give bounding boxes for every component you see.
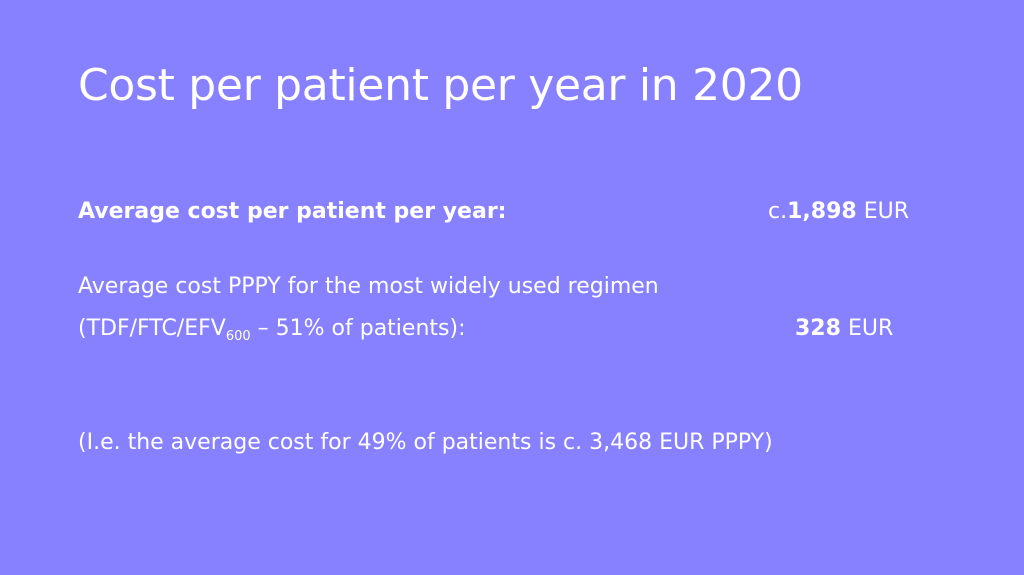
- regimen-label-post: – 51% of patients):: [250, 316, 466, 341]
- slide-title: Cost per patient per year in 2020: [78, 60, 803, 111]
- footnote: (I.e. the average cost for 49% of patien…: [78, 430, 773, 455]
- average-cost-label: Average cost per patient per year:: [78, 199, 507, 224]
- regimen-label-line1: Average cost PPPY for the most widely us…: [78, 274, 659, 299]
- regimen-label-line2: (TDF/FTC/EFV600 – 51% of patients):: [78, 314, 465, 344]
- average-cost-unit: EUR: [863, 199, 909, 224]
- regimen-cost-unit: EUR: [847, 316, 894, 341]
- regimen-cost-number: 328: [795, 316, 841, 341]
- average-cost-number: 1,898: [787, 199, 857, 224]
- regimen-cost-value: 328 EUR: [795, 314, 893, 344]
- average-cost-prefix: c.: [768, 199, 788, 224]
- regimen-label-pre: (TDF/FTC/EFV: [78, 316, 226, 341]
- average-cost-value: c.1,898 EUR: [768, 197, 909, 227]
- regimen-dose-subscript: 600: [225, 329, 251, 344]
